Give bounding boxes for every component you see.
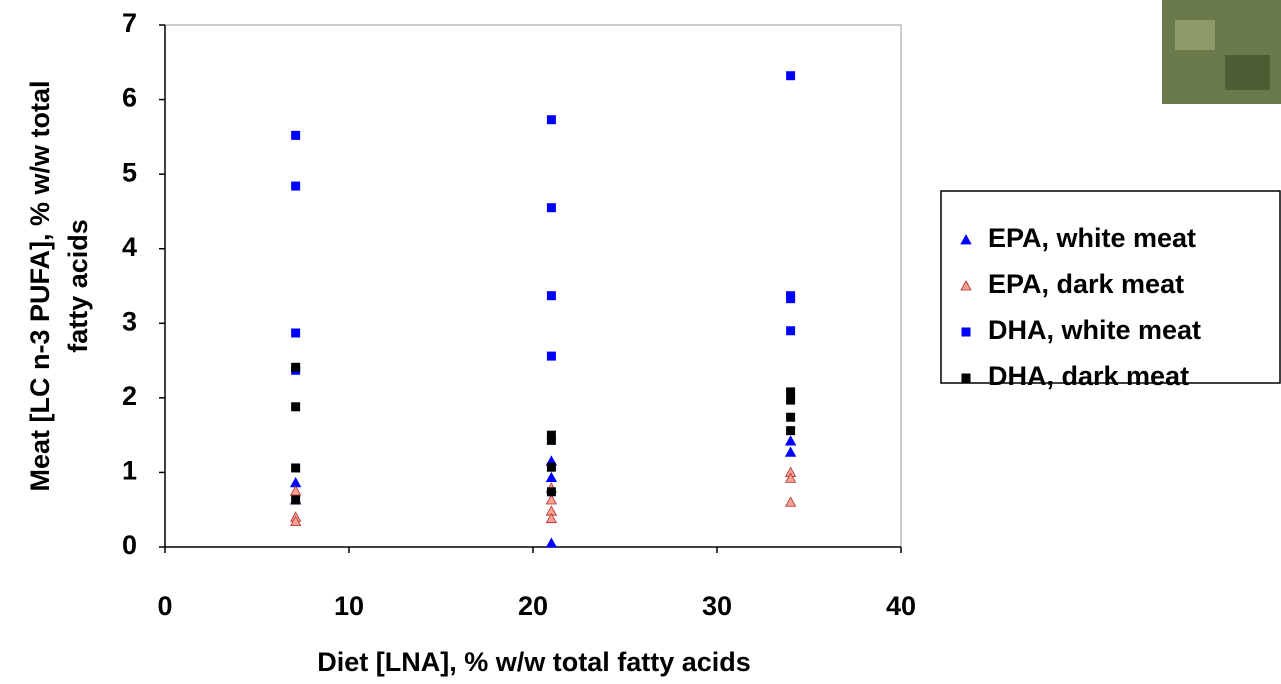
point [786,412,796,422]
point [546,291,556,301]
photo-detail [1175,20,1215,50]
point [291,181,301,191]
point [291,402,301,412]
legend-marker [961,327,971,337]
point [546,115,556,125]
photo-detail [1225,55,1270,90]
y-axis-label: fatty acids [63,219,93,353]
point [545,471,558,483]
point [784,496,797,507]
point [291,362,301,372]
x-tick-label: 20 [518,591,548,621]
point [784,446,797,457]
legend-marker [961,373,971,383]
point [786,387,796,397]
y-tick-label: 2 [122,381,137,411]
point [784,435,797,446]
point [546,430,556,440]
point [546,487,556,497]
point [546,351,556,361]
point [784,472,797,483]
point [546,435,556,445]
legend-label: DHA, white meat [988,315,1201,345]
point [786,426,796,436]
legend-marker [960,234,972,245]
legend-marker [960,280,972,291]
point [289,485,302,496]
point [291,328,301,338]
x-tick-label: 40 [886,591,916,621]
point [289,515,302,527]
point [786,395,796,405]
point [545,537,558,548]
point [291,495,301,505]
point [786,326,796,336]
x-axis-label: Diet [LNA], % w/w total fatty acids [317,647,751,677]
legend-label: EPA, dark meat [988,269,1184,299]
y-tick-label: 0 [122,530,137,560]
x-tick-label: 10 [334,591,364,621]
point [786,71,796,81]
legend-label: DHA, dark meat [988,361,1189,391]
point [545,494,558,505]
point [291,463,301,473]
point [545,512,558,524]
y-tick-label: 1 [122,456,137,486]
x-tick-label: 0 [157,591,172,621]
y-tick-label: 6 [122,83,137,113]
point [546,462,556,472]
y-tick-label: 3 [122,306,137,336]
y-tick-label: 5 [122,157,137,187]
legend-box [940,190,1281,384]
y-tick-label: 7 [122,8,137,38]
legend-label: EPA, white meat [988,223,1196,253]
point [786,294,796,304]
point [546,203,556,213]
y-tick-label: 4 [122,232,137,262]
point [291,130,301,140]
y-axis-label: Meat [LC n-3 PUFA], % w/w total [25,80,55,491]
x-tick-label: 30 [702,591,732,621]
